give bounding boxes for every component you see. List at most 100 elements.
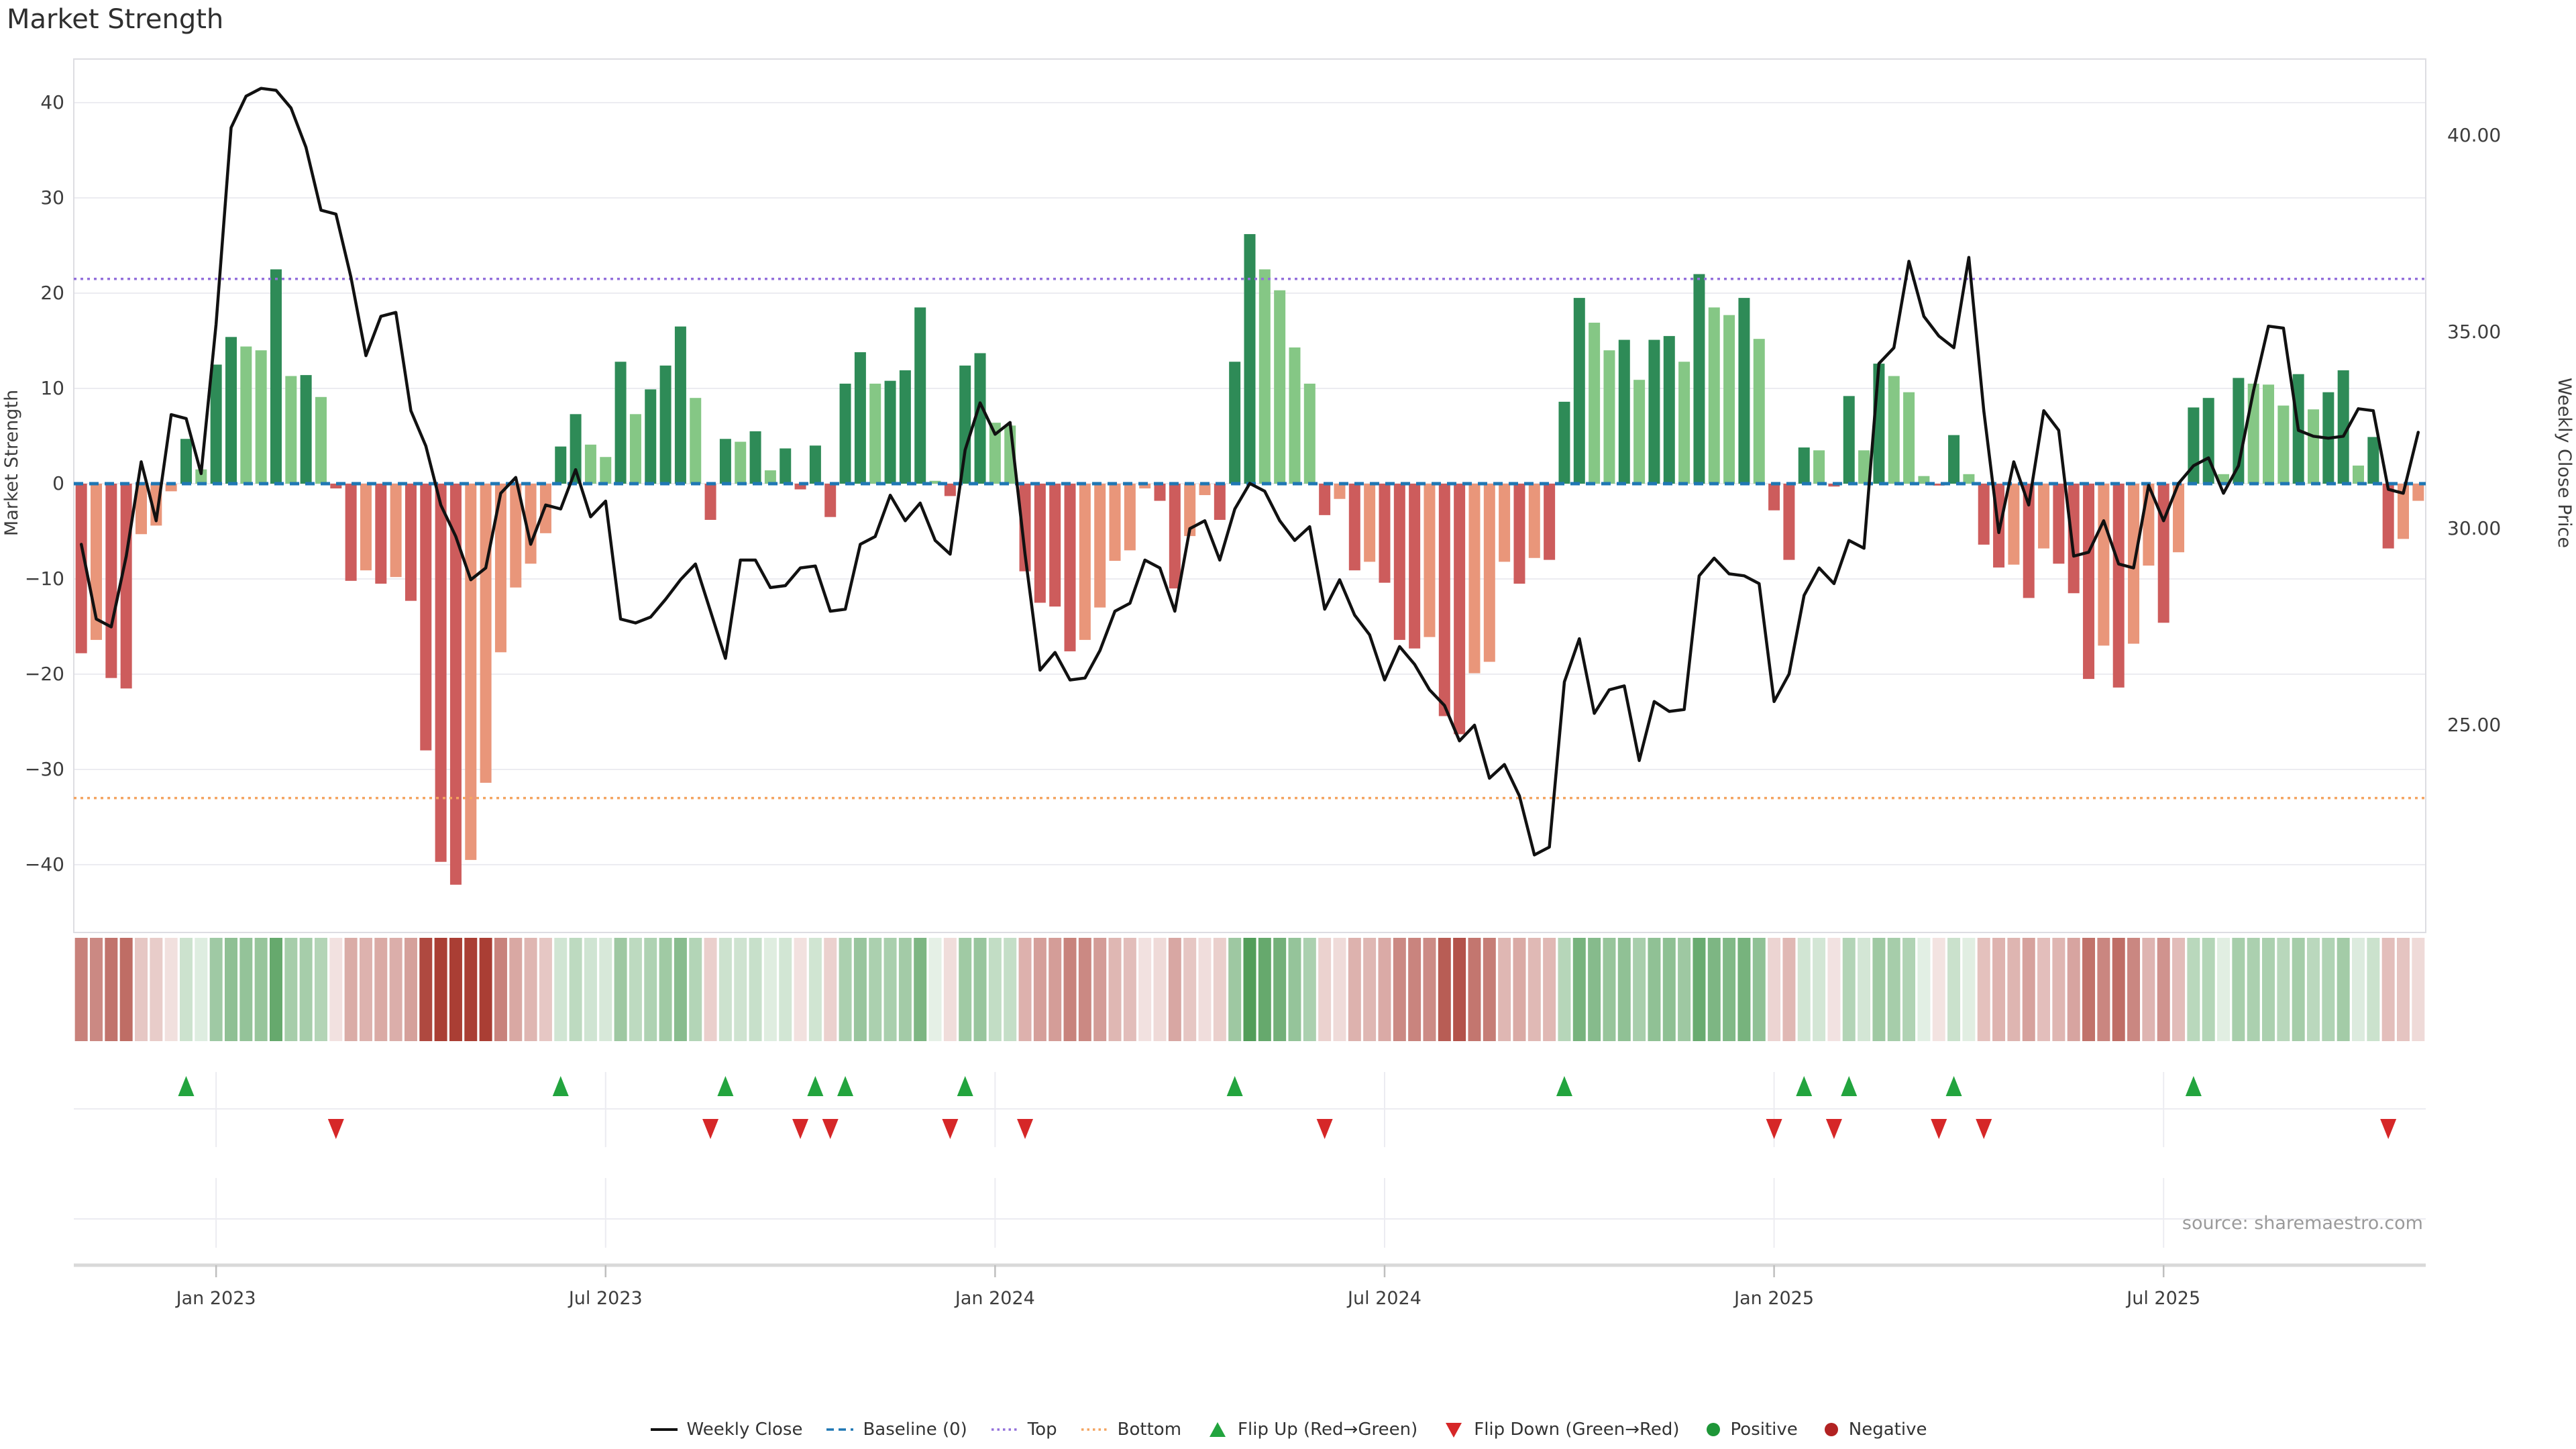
- legend-item-positive: Positive: [1703, 1419, 1798, 1440]
- weekly-close-line: [79, 87, 2420, 857]
- flip-up-marker: [552, 1076, 569, 1096]
- left-tick-label: −20: [25, 663, 64, 685]
- left-axis-label: Market Strength: [1, 390, 22, 536]
- heatmap-cell: [179, 938, 193, 1041]
- flip-up-marker: [807, 1076, 824, 1096]
- heatmap-cell: [1648, 938, 1661, 1041]
- heatmap-cell: [1977, 938, 1990, 1041]
- flip-up-marker: [717, 1076, 734, 1096]
- heatmap-cell: [2277, 938, 2290, 1041]
- strength-bar: [1409, 484, 1421, 649]
- flip-down-marker: [1316, 1119, 1333, 1139]
- left-tick-label: 0: [52, 472, 64, 494]
- strength-bar: [465, 484, 477, 860]
- heatmap-cell: [1992, 938, 2006, 1041]
- strength-bar: [600, 457, 612, 484]
- heatmap-cell: [1842, 938, 1856, 1041]
- strength-bar: [1948, 435, 1960, 484]
- heatmap-cell: [329, 938, 343, 1041]
- heatmap-cell: [389, 938, 402, 1041]
- heatmap-cell: [1183, 938, 1197, 1041]
- heatmap-cell: [1468, 938, 1481, 1041]
- strength-bar: [824, 484, 837, 517]
- heatmap-cell: [1453, 938, 1466, 1041]
- strength-bar: [794, 484, 806, 490]
- heatmap-cell: [2052, 938, 2065, 1041]
- strength-bar: [345, 484, 357, 581]
- heatmap-cell: [2247, 938, 2260, 1041]
- flip-up-marker: [837, 1076, 854, 1096]
- heatmap-cell: [449, 938, 462, 1041]
- legend-item-top: Top: [990, 1419, 1057, 1440]
- strength-bar: [899, 370, 911, 484]
- legend-item-negative: Negative: [1821, 1419, 1927, 1440]
- heatmap-cell: [1678, 938, 1691, 1041]
- strength-bar: [300, 375, 312, 484]
- heatmap-cell: [2352, 938, 2365, 1041]
- heatmap-cell: [404, 938, 417, 1041]
- heatmap-cell: [1438, 938, 1451, 1041]
- heatmap-cell: [359, 938, 372, 1041]
- right-tick-label: 30.00: [2447, 517, 2501, 539]
- heatmap-cell: [959, 938, 972, 1041]
- heatmap-cell: [1558, 938, 1571, 1041]
- strength-bar: [1483, 484, 1495, 662]
- strength-bar: [1064, 484, 1076, 651]
- left-tick-label: 30: [40, 186, 64, 209]
- heatmap-cell: [1408, 938, 1421, 1041]
- heatmap-cell: [1153, 938, 1167, 1041]
- strength-bar: [2398, 484, 2410, 539]
- flip-down-marker: [1766, 1119, 1782, 1139]
- strength-bar: [2367, 437, 2379, 484]
- strength-bar: [1544, 484, 1556, 560]
- strength-bar: [195, 469, 207, 484]
- heatmap-cell: [2262, 938, 2275, 1041]
- heatmap-cell: [209, 938, 223, 1041]
- flip-up-marker: [1226, 1076, 1243, 1096]
- strength-bar: [1424, 484, 1436, 637]
- strength-bar: [2337, 370, 2349, 484]
- right-axis-label: Weekly Close Price: [2554, 378, 2575, 548]
- heatmap-cell: [659, 938, 672, 1041]
- strength-bar: [2008, 484, 2020, 565]
- strength-bar: [735, 441, 747, 484]
- strength-bar: [1528, 484, 1540, 558]
- strength-bar: [270, 269, 282, 484]
- positive-dot-icon: [1706, 1423, 1720, 1436]
- heatmap-cell: [89, 938, 103, 1041]
- heatmap-cell: [150, 938, 163, 1041]
- strength-bar: [165, 484, 177, 492]
- heatmap-cell: [839, 938, 852, 1041]
- left-tick-label: 10: [40, 377, 64, 399]
- legend-label: Top: [1027, 1419, 1057, 1440]
- strength-bar: [1094, 484, 1106, 608]
- strength-bar: [1589, 323, 1601, 484]
- heatmap-cell: [1033, 938, 1046, 1041]
- heatmap-cell: [2067, 938, 2080, 1041]
- strength-bar: [1364, 484, 1376, 562]
- strength-bar: [1379, 484, 1391, 583]
- heatmap-cell: [269, 938, 282, 1041]
- heatmap-cell: [434, 938, 447, 1041]
- heatmap-cell: [853, 938, 867, 1041]
- strength-bar: [614, 362, 627, 484]
- strength-bar: [1753, 339, 1765, 484]
- strength-bar: [1348, 484, 1360, 571]
- strength-bar: [1693, 274, 1705, 484]
- strength-bar: [105, 484, 117, 678]
- strength-bar: [1888, 376, 1900, 484]
- heatmap-cell: [734, 938, 747, 1041]
- heatmap-cell: [779, 938, 792, 1041]
- strength-bar: [764, 470, 776, 484]
- legend-label: Flip Up (Red→Green): [1238, 1419, 1418, 1440]
- strength-bar: [2068, 484, 2080, 594]
- flip-down-marker: [822, 1119, 839, 1139]
- legend-item-bottom: Bottom: [1080, 1419, 1181, 1440]
- legend-item-baseline: Baseline (0): [825, 1419, 967, 1440]
- strength-bar: [704, 484, 716, 520]
- heatmap-cell: [1138, 938, 1152, 1041]
- x-tick-label: Jul 2024: [1346, 1288, 1421, 1309]
- heatmap-cell: [869, 938, 882, 1041]
- flip-down-marker: [327, 1119, 344, 1139]
- legend-item-weekly-close: Weekly Close: [649, 1419, 802, 1440]
